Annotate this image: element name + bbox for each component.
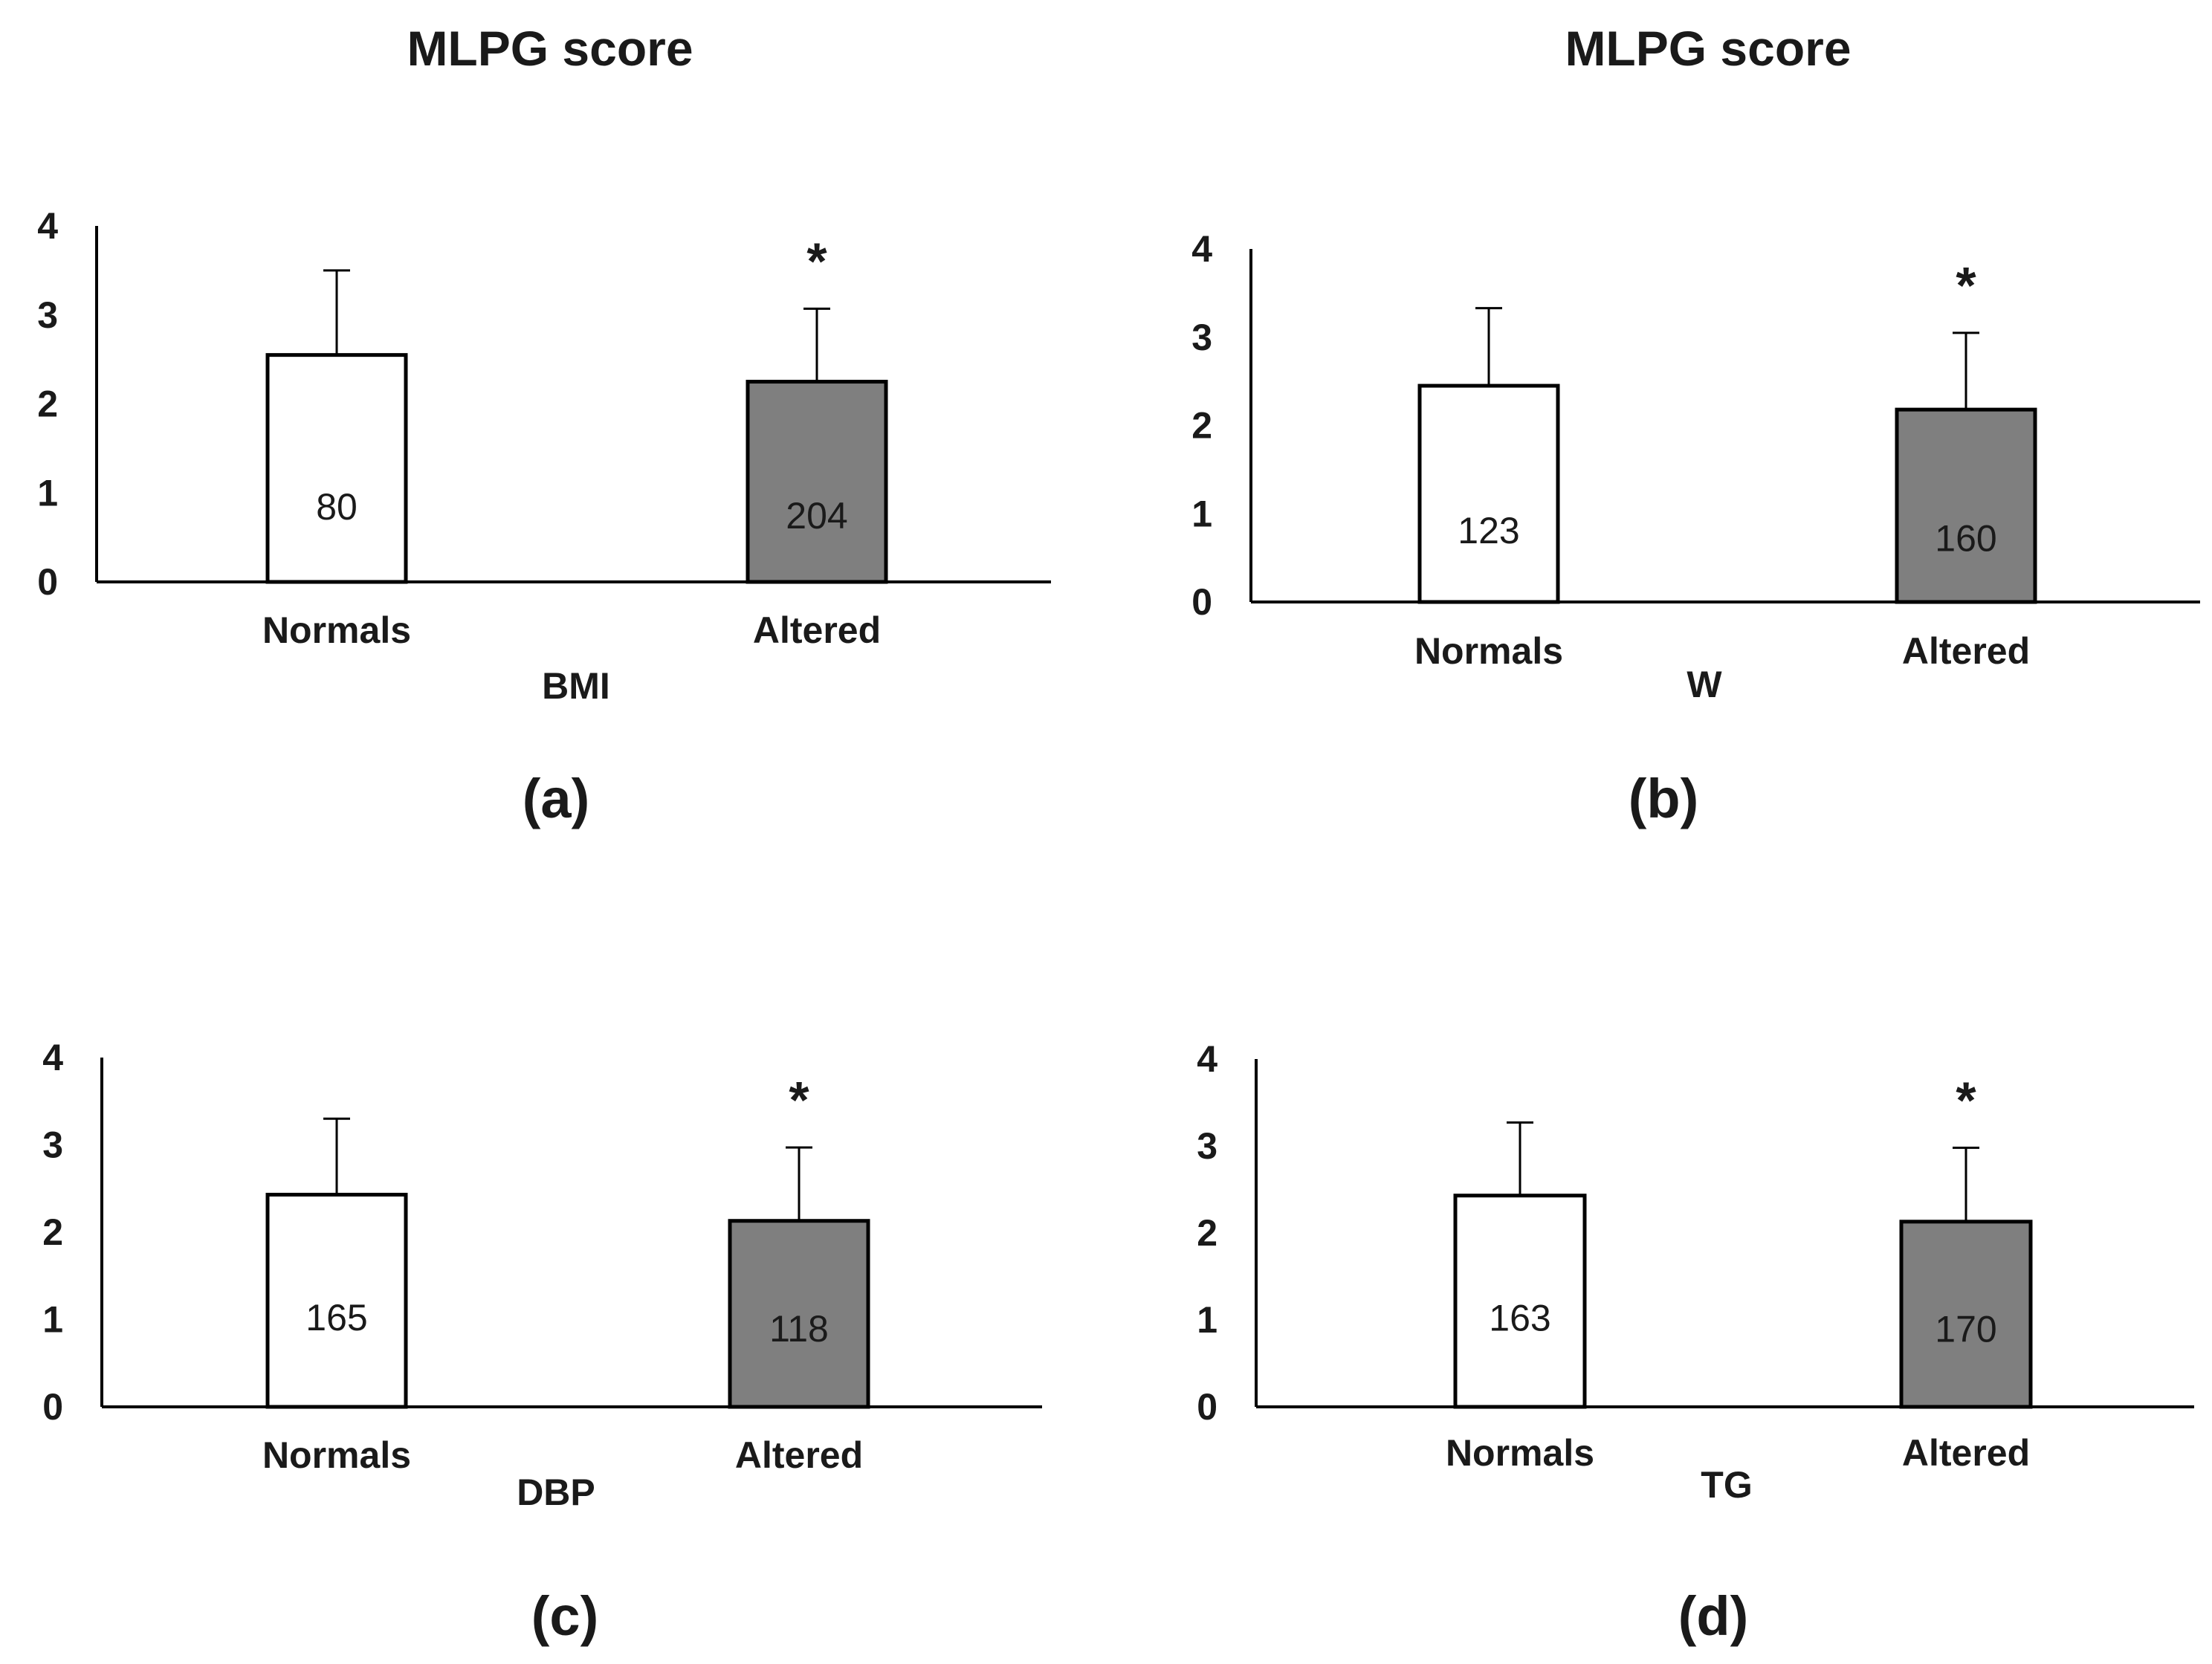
y-tick-label: 1 [42,1299,63,1341]
y-tick-label: 3 [1197,1125,1217,1167]
y-tick-label: 4 [1197,1038,1217,1080]
header-title-left: MLPG score [407,21,693,76]
x-axis-label: DBP [517,1472,595,1513]
bar-count-label: 165 [305,1297,367,1338]
y-tick-label: 1 [1197,1299,1217,1341]
chart-panel-1: 0 1 2 3 4 80 Normals 204 * Altered BMI (a) [37,205,1051,829]
panel-label: (c) [531,1585,598,1647]
y-tick-label: 4 [37,205,58,247]
x-category-label: Altered [753,609,881,651]
bar-altered [746,380,888,584]
y-tick-label: 0 [1191,581,1212,623]
bar-count-label: 123 [1458,510,1519,551]
panel-label: (a) [523,768,589,829]
y-tick-label: 2 [42,1211,63,1253]
x-category-label: Altered [1902,630,2030,672]
bar-normals [1417,383,1560,604]
x-category-label: Altered [735,1434,863,1476]
header-title-right: MLPG score [1565,21,1851,76]
y-tick-label: 3 [1191,317,1212,358]
significance-asterisk: * [806,232,827,290]
x-category-label: Normals [262,1434,411,1476]
y-tick-label: 0 [1197,1386,1217,1428]
y-tick-label: 3 [37,294,58,336]
bar-count-label: 80 [316,486,358,528]
x-axis-label: W [1687,664,1722,705]
chart-panels: 0123480Normals204*AlteredBMI(a)01234123N… [37,205,2200,1647]
y-tick-label: 3 [42,1124,63,1166]
panel-label: (d) [1678,1585,1749,1647]
y-tick-label: 2 [37,383,58,425]
bar-count-label: 118 [769,1308,829,1350]
bar-altered [1899,1220,2033,1409]
x-axis-label: BMI [542,665,610,707]
x-axis-label: TG [1701,1464,1752,1506]
x-category-label: Normals [1414,630,1563,672]
significance-asterisk: * [789,1071,809,1129]
chart-panel-4: 0 1 2 3 4 163 Normals 170 * Altered TG (d) [1197,1038,2194,1647]
bar-normals [265,1192,408,1409]
y-tick-label: 0 [42,1386,63,1428]
x-category-label: Altered [1902,1432,2030,1474]
significance-asterisk: * [1956,256,1976,314]
y-tick-label: 0 [37,561,58,603]
y-tick-label: 1 [1191,493,1212,534]
bar-count-label: 160 [1935,518,1996,560]
panel-label: (b) [1629,768,1699,829]
bar-normals [265,353,408,584]
y-tick-label: 2 [1197,1212,1217,1254]
bar-count-label: 204 [786,495,847,537]
significance-asterisk: * [1956,1071,1976,1129]
x-category-label: Normals [1446,1432,1594,1474]
bar-count-label: 163 [1489,1298,1550,1339]
bar-count-label: 170 [1935,1308,1996,1350]
y-tick-label: 2 [1191,405,1212,447]
bar-altered [1895,407,2037,604]
y-tick-label: 4 [42,1037,63,1078]
bar-altered [728,1219,870,1409]
x-category-label: Normals [262,609,411,651]
y-tick-label: 1 [37,472,58,514]
chart-panel-3: 0 1 2 3 4 165 Normals 118 * Altered DBP (c) [42,1037,1042,1647]
bar-normals [1453,1194,1587,1409]
y-tick-label: 4 [1191,228,1212,270]
